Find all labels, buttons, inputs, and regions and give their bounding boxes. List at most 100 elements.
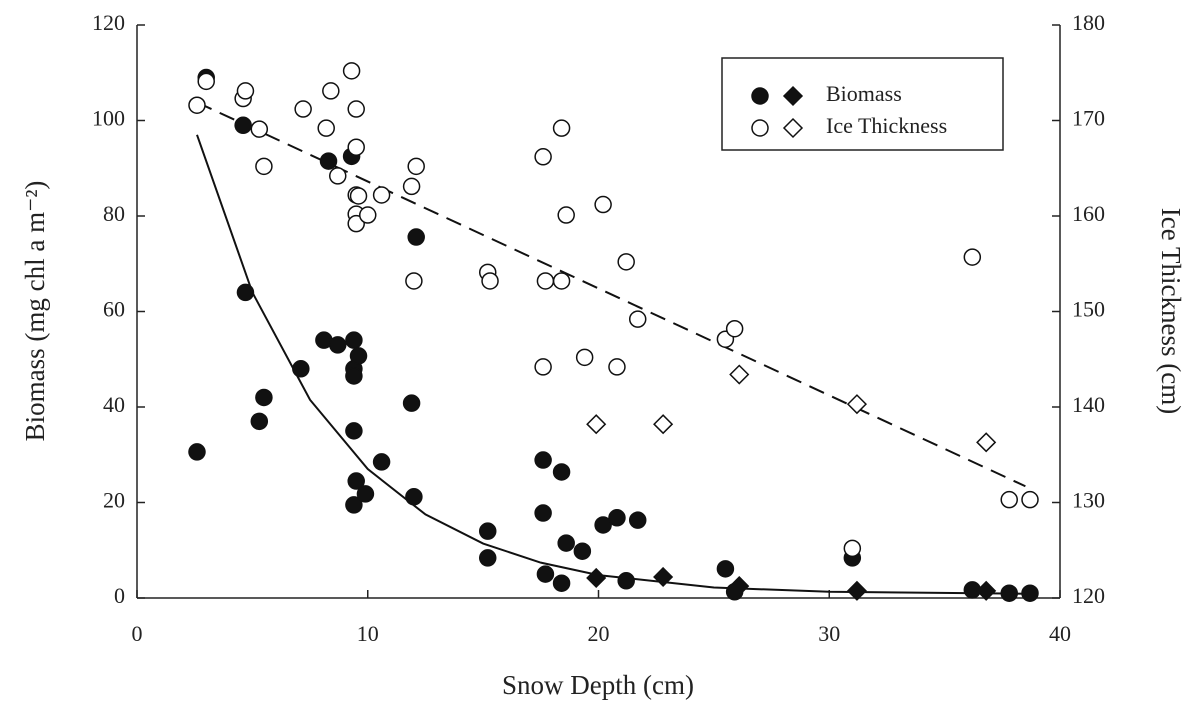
legend-circle xyxy=(751,119,769,137)
point-circle xyxy=(322,82,340,100)
x-tick-label: 10 xyxy=(357,621,379,646)
y-tick-label: 100 xyxy=(92,106,125,131)
point-circle xyxy=(963,248,982,266)
point-circle xyxy=(347,472,365,490)
point-circle xyxy=(402,394,421,412)
point-circle xyxy=(534,358,552,376)
y2-tick-label: 170 xyxy=(1072,106,1105,131)
point-circle xyxy=(345,496,363,514)
point-circle xyxy=(188,96,206,114)
point-circle xyxy=(329,167,347,185)
point-circle xyxy=(1021,490,1039,509)
point-circle xyxy=(617,253,635,271)
point-diamond xyxy=(976,580,997,601)
point-circle xyxy=(236,283,255,302)
point-diamond xyxy=(586,414,607,435)
point-circle xyxy=(557,534,575,552)
point-circle xyxy=(617,572,635,590)
point-circle xyxy=(255,388,273,407)
point-circle xyxy=(347,214,365,233)
y-tick-label: 40 xyxy=(103,392,125,417)
point-circle xyxy=(347,138,365,156)
point-circle xyxy=(250,412,269,431)
point-circle xyxy=(347,100,365,118)
point-circle xyxy=(478,522,497,540)
point-circle xyxy=(594,516,612,534)
point-diamond xyxy=(653,566,674,588)
legend-label: Ice Thickness xyxy=(826,113,947,138)
point-circle xyxy=(534,148,552,166)
point-circle xyxy=(843,539,862,558)
x-tick-label: 40 xyxy=(1049,621,1071,646)
point-circle xyxy=(345,331,363,349)
point-circle xyxy=(407,228,425,246)
x-tick-label: 20 xyxy=(588,621,610,646)
point-circle xyxy=(552,463,571,481)
point-diamond xyxy=(729,576,750,597)
point-diamond xyxy=(976,432,997,453)
y2-tick-label: 160 xyxy=(1072,201,1105,226)
point-circle xyxy=(481,272,499,290)
point-circle xyxy=(234,116,252,135)
point-diamond xyxy=(586,567,607,589)
point-circle xyxy=(628,511,647,529)
point-diamond xyxy=(846,580,868,601)
point-circle xyxy=(236,82,255,100)
point-diamond xyxy=(653,414,674,435)
point-circle xyxy=(594,195,612,214)
point-circle xyxy=(349,347,368,365)
point-circle xyxy=(1000,584,1018,602)
point-circle xyxy=(552,272,571,290)
y-tick-label: 60 xyxy=(103,297,125,322)
x-axis-title: Snow Depth (cm) xyxy=(502,670,694,700)
point-circle xyxy=(329,336,347,354)
point-circle xyxy=(552,119,571,137)
point-circle xyxy=(407,157,425,176)
point-circle xyxy=(356,485,375,503)
point-circle xyxy=(536,272,555,290)
point-circle xyxy=(188,443,206,461)
point-diamond xyxy=(846,394,868,415)
point-circle xyxy=(608,358,626,376)
point-circle xyxy=(716,560,735,578)
point-circle xyxy=(345,422,363,440)
y2-tick-label: 180 xyxy=(1072,10,1105,35)
point-circle xyxy=(349,187,368,205)
point-circle xyxy=(342,62,361,80)
y2-tick-label: 130 xyxy=(1072,488,1105,513)
point-circle xyxy=(557,206,575,224)
point-circle xyxy=(372,453,391,471)
point-circle xyxy=(534,451,552,469)
point-circle xyxy=(575,348,594,367)
x-tick-label: 30 xyxy=(818,621,840,646)
y2-axis-title: Ice Thickness (cm) xyxy=(1156,208,1186,414)
point-circle xyxy=(294,100,312,118)
point-circle xyxy=(402,177,421,196)
trend-line xyxy=(196,134,1026,595)
point-circle xyxy=(255,157,273,176)
y-axis-title: Biomass (mg chl a m⁻²) xyxy=(20,181,50,442)
y-tick-label: 20 xyxy=(103,488,125,513)
y-tick-label: 80 xyxy=(103,201,125,226)
point-circle xyxy=(250,120,269,138)
point-circle xyxy=(725,319,744,338)
y-tick-label: 0 xyxy=(114,583,125,608)
y2-tick-label: 150 xyxy=(1072,297,1105,322)
point-circle xyxy=(319,152,338,170)
point-circle xyxy=(372,186,391,204)
point-diamond xyxy=(729,364,750,385)
point-circle xyxy=(478,549,497,567)
point-circle xyxy=(405,272,423,290)
legend-box xyxy=(721,57,1004,151)
y2-tick-label: 120 xyxy=(1072,583,1105,608)
legend-circle xyxy=(751,87,769,105)
point-circle xyxy=(608,509,626,527)
legend-label: Biomass xyxy=(826,81,902,106)
y-tick-label: 120 xyxy=(92,10,125,35)
point-circle xyxy=(197,72,215,91)
point-circle xyxy=(536,565,555,583)
x-tick-label: 0 xyxy=(132,621,143,646)
point-circle xyxy=(359,206,377,224)
point-circle xyxy=(628,310,647,328)
